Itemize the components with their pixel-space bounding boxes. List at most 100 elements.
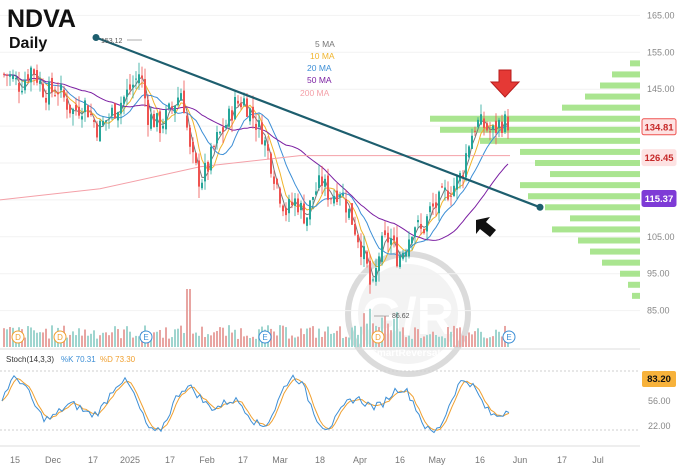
candle-body xyxy=(390,238,392,245)
candle-body xyxy=(63,89,65,98)
volume-profile-bar xyxy=(620,270,640,277)
volume-bar xyxy=(201,326,203,347)
volume-bar xyxy=(162,337,164,347)
candle-body xyxy=(78,106,80,116)
candle-body xyxy=(108,117,110,119)
volume-bar xyxy=(3,328,5,347)
trendline xyxy=(95,36,541,209)
volume-bar xyxy=(402,327,404,347)
candle-body xyxy=(273,176,275,184)
candle-body xyxy=(27,74,29,81)
volume-profile-bar xyxy=(552,226,640,233)
candle-body xyxy=(327,175,329,200)
y-tick-label: 145.00 xyxy=(647,84,675,94)
x-tick-label: 17 xyxy=(238,455,248,465)
candle-body xyxy=(354,224,356,235)
volume-bar xyxy=(42,332,44,347)
volume-profile-bar xyxy=(632,292,640,299)
volume-bar xyxy=(456,328,458,347)
volume-bar xyxy=(306,328,308,347)
price-tag xyxy=(641,118,677,136)
ma200-line xyxy=(0,155,510,201)
candle-body xyxy=(306,217,308,226)
volume-bar xyxy=(387,323,389,347)
event-marker-letter: D xyxy=(15,333,21,342)
candle-body xyxy=(36,70,38,83)
candle-body xyxy=(138,74,140,84)
volume-profile-bar xyxy=(628,281,640,288)
volume-bar xyxy=(405,337,407,347)
volume-bar xyxy=(384,316,386,347)
volume-bar xyxy=(300,328,302,347)
event-marker-letter: E xyxy=(143,333,148,342)
volume-bar xyxy=(123,329,125,347)
candle-body xyxy=(42,83,44,97)
candle-body xyxy=(228,108,230,127)
volume-bar xyxy=(315,337,317,347)
candle-body xyxy=(360,241,362,257)
volume-bar xyxy=(180,325,182,347)
candle-body xyxy=(255,123,257,130)
candle-body xyxy=(45,97,47,103)
volume-bar xyxy=(81,335,83,347)
candle-body xyxy=(225,124,227,129)
event-marker xyxy=(139,330,153,344)
candle-body xyxy=(402,252,404,259)
volume-bar xyxy=(495,329,497,347)
candle-body xyxy=(204,162,206,182)
candle-body xyxy=(69,104,71,114)
candle-body xyxy=(375,268,377,282)
candle-body xyxy=(378,256,380,271)
candle-body xyxy=(66,98,68,110)
volume-bar xyxy=(210,335,212,347)
volume-bar xyxy=(291,335,293,347)
candle-body xyxy=(372,279,374,281)
volume-bar xyxy=(417,329,419,347)
volume-bar xyxy=(219,327,221,347)
candle-body xyxy=(330,198,332,200)
candle-body xyxy=(342,193,344,196)
volume-bar xyxy=(132,337,134,347)
volume-bar xyxy=(165,327,167,347)
candle-body xyxy=(345,199,347,213)
candle-body xyxy=(81,116,83,120)
x-tick-label: 16 xyxy=(395,455,405,465)
volume-bar xyxy=(453,325,455,347)
x-tick-label: Dec xyxy=(45,455,62,465)
volume-bar xyxy=(396,312,398,347)
candle-body xyxy=(96,123,98,138)
candle-body xyxy=(180,93,182,101)
candle-body xyxy=(168,103,170,109)
event-marker xyxy=(502,330,516,344)
volume-bar xyxy=(288,338,290,347)
candle-body xyxy=(465,153,467,178)
candle-body xyxy=(177,97,179,106)
volume-bar xyxy=(243,336,245,347)
volume-profile-bar xyxy=(480,137,640,144)
candle-body xyxy=(240,103,242,108)
volume-bar xyxy=(228,325,230,347)
volume-bar xyxy=(492,336,494,347)
volume-bar xyxy=(486,338,488,347)
volume-profile-bar xyxy=(528,193,640,200)
volume-bar xyxy=(429,334,431,347)
candle-body xyxy=(84,100,86,113)
red-down-arrow-icon xyxy=(489,69,521,98)
volume-bar xyxy=(69,334,71,347)
candle-body xyxy=(21,90,23,93)
volume-bar xyxy=(195,332,197,347)
volume-bar xyxy=(54,337,56,347)
candle-body xyxy=(489,131,491,133)
date-axis: 15 Dec 17 2025 17 Feb 17 Mar 18 Apr 16 May 16 Jun 17 Ju… xyxy=(10,455,604,465)
volume-profile-bar xyxy=(630,60,640,67)
volume-bar xyxy=(90,333,92,347)
legend-ma50: 50 MA xyxy=(307,75,332,85)
volume-bar xyxy=(183,332,185,347)
volume-bar xyxy=(156,331,158,347)
volume-bar xyxy=(33,330,35,347)
candle-body xyxy=(213,146,215,148)
price-tag xyxy=(641,190,677,208)
stoch-tick-56: 56.00 xyxy=(648,396,671,406)
candle-body xyxy=(453,185,455,196)
x-tick-label: 18 xyxy=(315,455,325,465)
